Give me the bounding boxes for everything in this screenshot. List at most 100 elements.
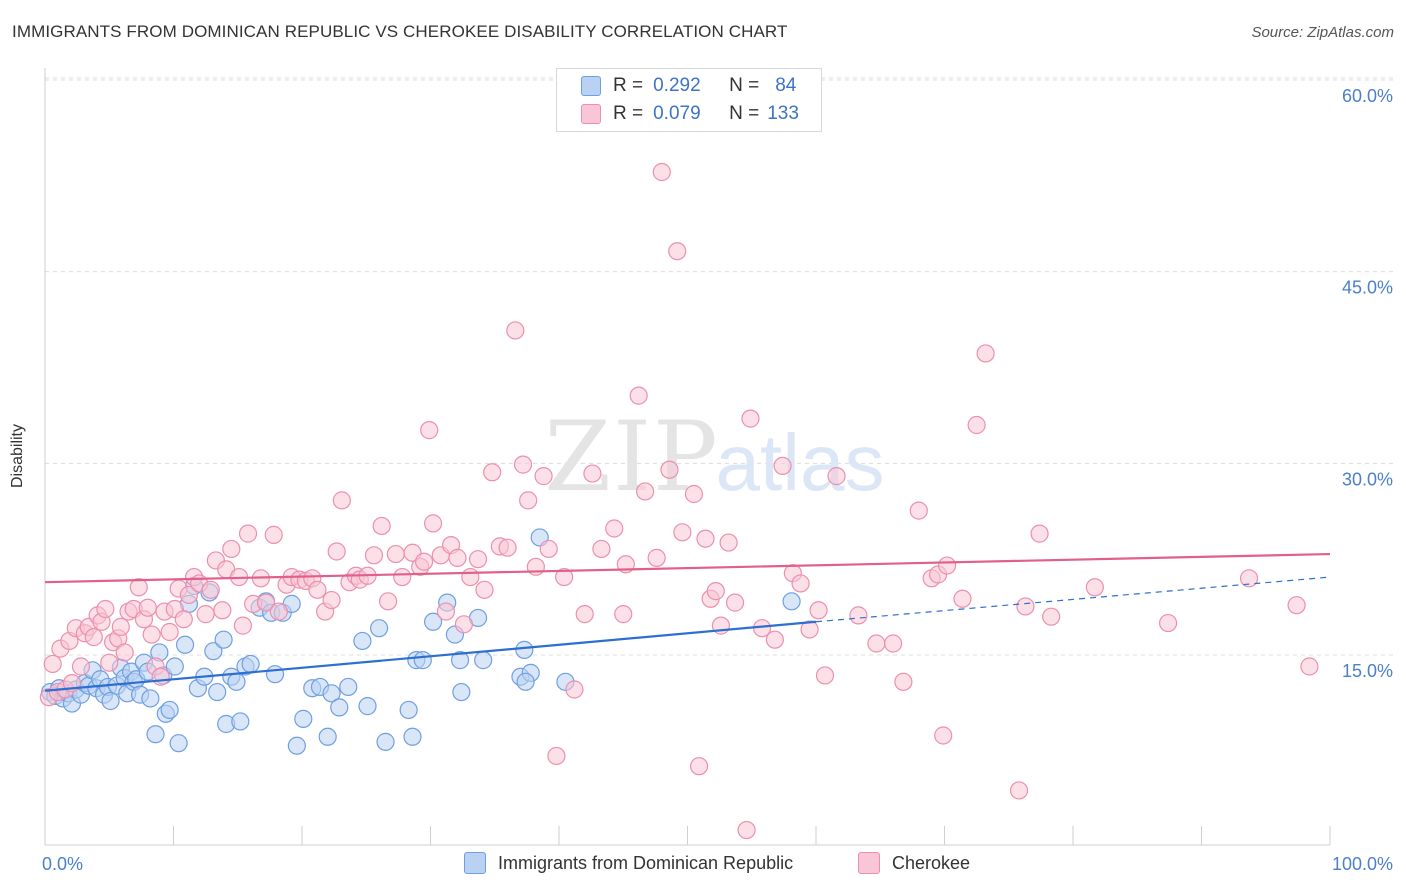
dominican-point-84 — [782, 592, 801, 611]
cherokee-point-15 — [100, 653, 119, 672]
cherokee-point-39 — [213, 601, 232, 620]
cherokee-point-79 — [461, 567, 480, 587]
series-legend: Immigrants from Dominican Republic Chero… — [0, 852, 1406, 878]
dominican-trend-line — [44, 620, 817, 692]
x-tick-label-1: 100.0% — [1332, 854, 1393, 874]
n-value: 133 — [767, 103, 799, 124]
dominican-point-46 — [231, 712, 250, 731]
cherokee-point-43 — [233, 616, 252, 635]
cherokee-point-91 — [547, 746, 566, 766]
cherokee-point-146 — [1300, 657, 1319, 676]
cherokee-point-14 — [96, 599, 115, 619]
x-tick-label-0: 0.0% — [42, 854, 83, 874]
cherokee-point-78 — [454, 615, 474, 634]
cherokee-point-134 — [937, 556, 957, 575]
legend-row-blue: R = 0.292 N = 84 — [581, 74, 796, 98]
cherokee-point-85 — [506, 321, 525, 340]
dominican-point-61 — [330, 698, 349, 717]
dominican-point-68 — [403, 727, 422, 746]
dominican-point-65 — [370, 619, 389, 638]
dominican-point-27 — [146, 725, 165, 744]
cherokee-point-122 — [800, 620, 819, 639]
cherokee-point-41 — [222, 539, 241, 559]
y-tick-label-2: 45.0% — [1342, 278, 1393, 298]
cherokee-point-127 — [867, 634, 886, 653]
cherokee-point-105 — [668, 242, 687, 261]
cherokee-point-47 — [256, 593, 276, 612]
correlation-legend: R = 0.292 N = 84 R = 0.079 N = 133 — [556, 68, 822, 132]
cherokee-point-136 — [967, 415, 986, 435]
dominican-point-75 — [452, 682, 471, 702]
cherokee-point-128 — [883, 634, 903, 653]
dominican-point-74 — [450, 651, 470, 670]
dominican-point-31 — [160, 700, 179, 720]
cherokee-point-88 — [526, 557, 545, 576]
cherokee-point-108 — [689, 757, 709, 776]
dominican-point-62 — [339, 677, 358, 697]
watermark-atlas: atlas — [716, 418, 885, 507]
n-value: 84 — [775, 75, 797, 96]
legend-label-pink: Cherokee — [892, 852, 971, 873]
dominican-point-77 — [474, 651, 493, 670]
cherokee-point-137 — [976, 344, 995, 363]
dominican-point-70 — [413, 651, 432, 670]
n-label: N = — [729, 75, 760, 96]
cherokee-point-114 — [725, 593, 745, 612]
cherokee-point-58 — [327, 542, 346, 561]
dominican-point-45 — [227, 672, 246, 691]
dominican-point-15 — [101, 691, 120, 711]
cherokee-point-126 — [849, 606, 868, 625]
cherokee-point-111 — [706, 582, 725, 601]
cherokee-point-139 — [1016, 597, 1035, 616]
legend-item-pink: Cherokee — [858, 852, 970, 874]
cherokee-point-135 — [953, 589, 972, 608]
axes — [44, 68, 1331, 846]
dominican-point-60 — [322, 684, 341, 703]
cherokee-point-68 — [393, 567, 412, 587]
cherokee-point-36 — [196, 605, 215, 624]
dominican-point-79 — [515, 640, 534, 659]
cherokee-point-75 — [436, 602, 456, 621]
cherokee-point-98 — [614, 605, 633, 624]
cherokee-point-71 — [414, 552, 434, 571]
y-tick-label-0: 15.0% — [1342, 661, 1393, 681]
cherokee-point-66 — [378, 592, 398, 611]
cherokee-point-65 — [372, 516, 391, 536]
cherokee-point-82 — [483, 463, 502, 482]
cherokee-point-22 — [129, 578, 148, 597]
dominican-point-63 — [353, 631, 372, 651]
cherokee-point-59 — [332, 491, 351, 510]
dominican-point-34 — [175, 635, 195, 654]
dominican-point-64 — [358, 697, 377, 716]
cherokee-point-84 — [498, 538, 517, 557]
legend-row-pink: R = 0.079 N = 133 — [581, 102, 799, 126]
regression-lines — [44, 552, 1331, 692]
cherokee-point-119 — [773, 456, 792, 475]
dominican-point-26 — [141, 689, 160, 708]
cherokee-point-67 — [386, 544, 405, 564]
legend-item-blue: Immigrants from Dominican Republic — [464, 852, 793, 874]
dominican-point-42 — [214, 630, 233, 649]
cherokee-point-102 — [647, 548, 666, 567]
r-label: R = — [613, 103, 644, 124]
cherokee-point-118 — [765, 630, 784, 649]
n-label: N = — [729, 103, 760, 124]
cherokee-point-144 — [1239, 569, 1259, 588]
cherokee-point-123 — [809, 601, 828, 620]
cherokee-point-86 — [513, 455, 533, 474]
blue-swatch — [581, 76, 601, 96]
cherokee-point-18 — [111, 617, 130, 636]
cherokee-point-87 — [519, 491, 538, 510]
dominican-trend-extension — [815, 576, 1331, 623]
cherokee-point-27 — [151, 667, 170, 686]
cherokee-point-100 — [629, 386, 648, 405]
cherokee-point-124 — [815, 666, 835, 685]
watermark: ZIP atlas — [544, 401, 884, 513]
cherokee-point-94 — [575, 605, 594, 624]
cherokee-point-25 — [142, 625, 161, 644]
cherokee-point-19 — [115, 643, 134, 662]
cherokee-point-107 — [684, 484, 704, 504]
cherokee-point-37 — [201, 580, 220, 599]
cherokee-trend-line — [44, 552, 1331, 584]
